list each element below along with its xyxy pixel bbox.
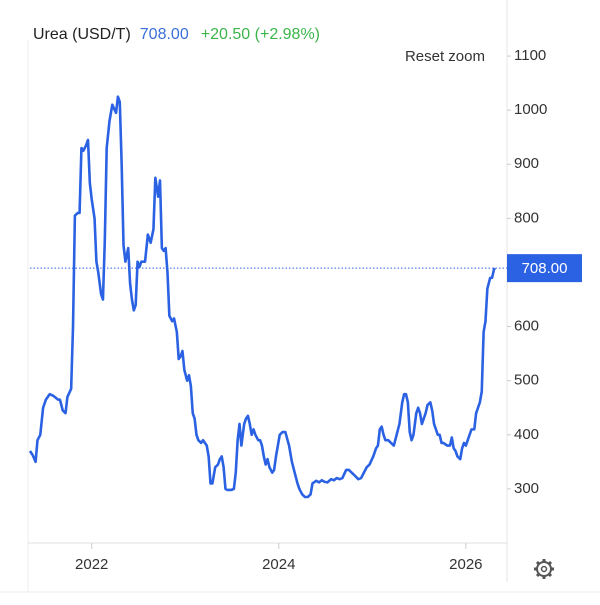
price-change: +20.50 (+2.98%) [201,26,320,43]
price-line [28,95,496,499]
y-tick-label: 500 [514,372,539,389]
x-tick-label: 2022 [75,556,108,573]
x-tick-label: 2026 [449,556,482,573]
settings-icon[interactable] [534,559,554,579]
x-tick-label: 2024 [262,556,295,573]
price-tag [507,254,582,283]
y-tick-label: 300 [514,480,539,497]
chart-title: Urea (USD/T) [33,26,131,43]
y-tick-label: 900 [514,155,539,172]
gear-teeth [534,559,554,579]
y-tick-label: 800 [514,209,539,226]
y-tick-label: 1100 [514,47,546,64]
y-tick-label: 1000 [514,101,547,118]
reset-zoom[interactable]: Reset zoom [405,48,485,65]
current-price: 708.00 [140,26,189,43]
gear-hub [540,565,548,573]
y-tick-label: 600 [514,318,539,335]
gear-ring [536,561,552,577]
price-tag-label: 708.00 [522,260,568,277]
y-tick-label: 400 [514,426,539,443]
